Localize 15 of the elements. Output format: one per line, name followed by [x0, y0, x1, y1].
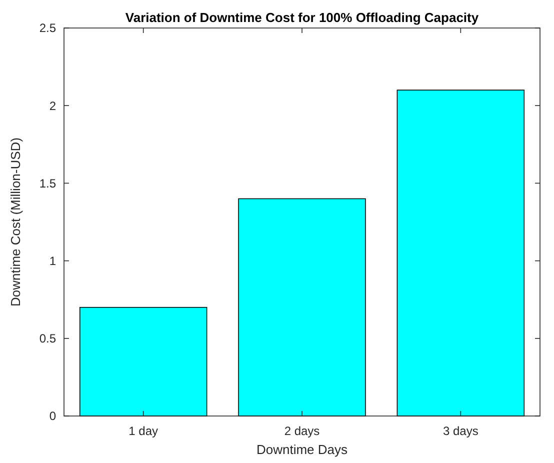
y-tick-label: 2.5 [39, 21, 56, 36]
y-axis-title: Downtime Cost (Million-USD) [8, 137, 23, 307]
bar [79, 306, 208, 416]
y-tick-label: 0 [49, 409, 56, 424]
y-tick-label: 0.5 [39, 332, 56, 346]
x-tick-label: 2 days [284, 424, 320, 438]
y-tick-label: 1.5 [39, 176, 56, 190]
bar [396, 90, 525, 416]
x-tick-label: 3 days [442, 424, 478, 438]
x-tick-label: 1 day [128, 424, 158, 438]
x-axis-title: Downtime Days [256, 442, 348, 457]
y-tick-label: 1 [49, 254, 56, 268]
y-tick-label: 2 [49, 98, 56, 113]
chart-title: Variation of Downtime Cost for 100% Offloading Capacity [125, 10, 480, 25]
bar [238, 198, 366, 416]
